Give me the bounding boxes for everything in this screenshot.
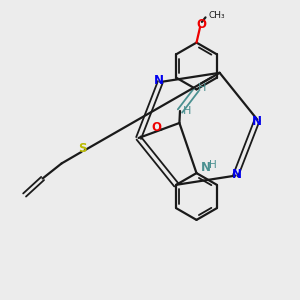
- Text: N: N: [154, 74, 164, 87]
- Text: H: H: [209, 160, 217, 170]
- Text: N: N: [252, 115, 262, 128]
- Text: H: H: [198, 83, 207, 93]
- Text: O: O: [151, 121, 161, 134]
- Text: S: S: [78, 142, 86, 155]
- Text: H: H: [182, 106, 191, 116]
- Text: N: N: [232, 168, 242, 181]
- Text: CH₃: CH₃: [208, 11, 225, 20]
- Text: N: N: [201, 161, 211, 174]
- Text: O: O: [196, 18, 206, 31]
